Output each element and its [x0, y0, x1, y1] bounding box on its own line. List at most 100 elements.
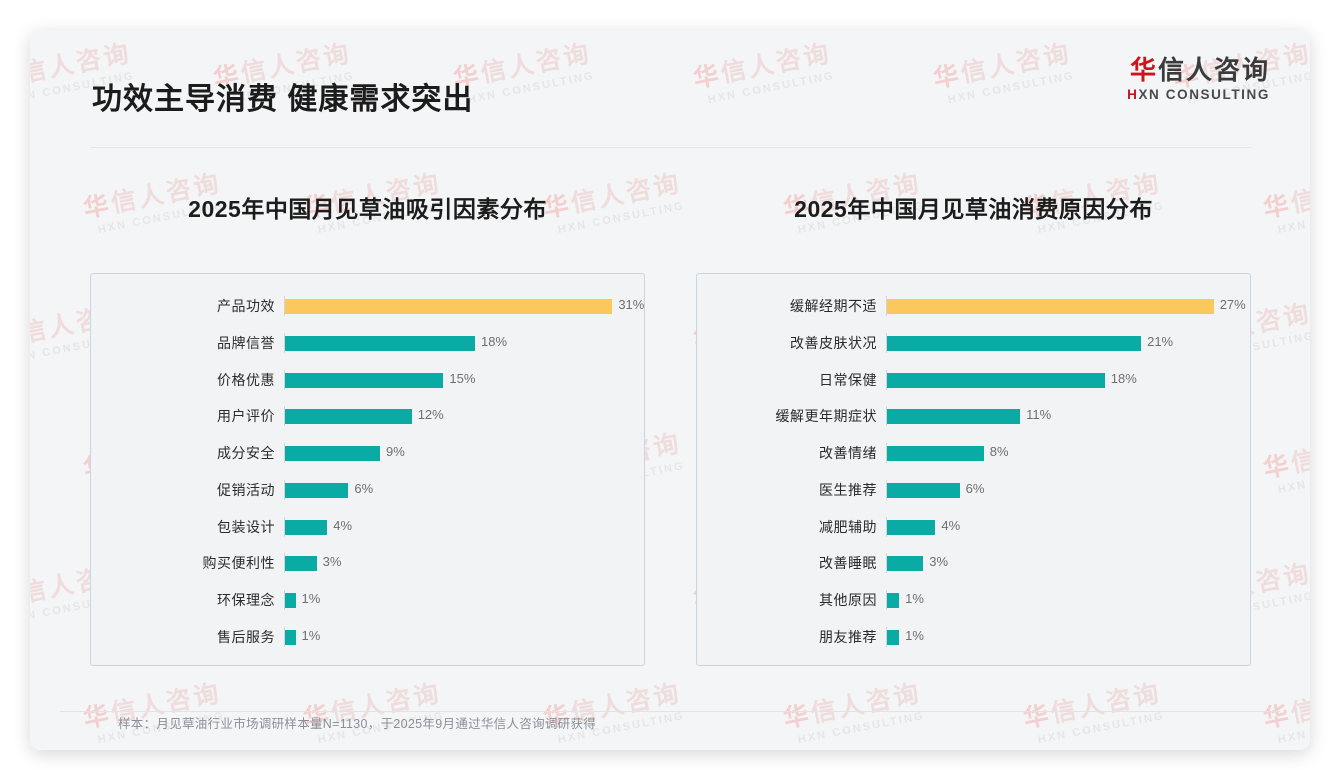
- chart-title-right: 2025年中国月见草油消费原因分布: [794, 196, 1153, 222]
- bar-value-label: 11%: [1026, 407, 1052, 423]
- bar-fill: [887, 593, 900, 609]
- bar-value-label: 9%: [386, 444, 405, 460]
- bar-category-label: 缓解经期不适: [790, 298, 877, 314]
- bar-value-label: 1%: [301, 591, 321, 607]
- bar-category-label: 品牌信誉: [217, 334, 275, 351]
- bar-track: 12%: [284, 406, 644, 427]
- bar-track: 8%: [886, 443, 1250, 464]
- bar-track: 3%: [284, 553, 644, 574]
- bar-category-label: 医生推荐: [819, 481, 877, 498]
- chart-panel-right: 2025年中国月见草油消费原因分布 缓解经期不适 27% 改善皮肤状况 21% 日常保健…: [696, 170, 1251, 680]
- bar-track: 1%: [284, 590, 644, 611]
- bar-fill: [285, 593, 296, 609]
- bar-value-label: 6%: [354, 480, 374, 496]
- sample-note: 样本：月见草油行业市场调研样本量N=1130，于2025年9月通过华信人咨询调研…: [118, 717, 597, 731]
- bar-row: 减肥辅助 4%: [697, 516, 1250, 537]
- bar-row: 品牌信誉 18%: [91, 332, 644, 353]
- watermark-accent-char: 华: [1261, 700, 1294, 734]
- bar-row: 环保理念 1%: [91, 590, 644, 611]
- bar-value-label: 27%: [1219, 297, 1246, 312]
- bar-category-label: 价格优惠: [217, 371, 275, 388]
- slide-header: 功效主导消费 健康需求突出 华信人咨询 HXN CONSULTING: [30, 30, 1310, 122]
- bar-row: 促销活动 6%: [91, 479, 644, 500]
- chart-panel-left: 2025年中国月见草油吸引因素分布 产品功效 31% 品牌信誉 18% 价格优惠 15% 用…: [90, 170, 645, 680]
- bar-value-label: 4%: [333, 517, 353, 533]
- title-divider: [90, 147, 1252, 148]
- bar-fill: [285, 335, 476, 351]
- bar-track: 1%: [284, 626, 644, 647]
- bar-list-left: 产品功效 31% 品牌信誉 18% 价格优惠 15% 用户评价 12% 成分安全 9% 促销活动 6%…: [91, 296, 644, 647]
- bar-value-label: 6%: [965, 480, 985, 496]
- watermark-english: HXN CONSULTING: [1036, 709, 1166, 747]
- page-title: 功效主导消费 健康需求突出: [92, 83, 474, 116]
- bar-value-label: 18%: [1110, 370, 1137, 386]
- logo-en-accent-char: H: [1127, 87, 1139, 103]
- bar-track: 6%: [284, 479, 644, 500]
- bar-category-label: 促销活动: [217, 481, 275, 498]
- bar-track: 3%: [886, 553, 1250, 574]
- bar-category-label: 其他原因: [819, 592, 877, 609]
- bar-row: 缓解经期不适 27%: [697, 296, 1250, 316]
- bar-row: 价格优惠 15%: [91, 369, 644, 390]
- bar-fill: [887, 446, 984, 462]
- bar-category-label: 朋友推荐: [819, 628, 877, 645]
- bar-track: 18%: [284, 332, 644, 353]
- bar-value-label: 8%: [989, 444, 1009, 460]
- bar-fill: [887, 372, 1105, 388]
- bar-category-label: 成分安全: [217, 445, 275, 462]
- bar-row: 朋友推荐 1%: [697, 626, 1250, 647]
- bar-fill: [285, 519, 328, 535]
- bar-value-label: 3%: [322, 554, 342, 570]
- bar-fill: [887, 299, 1214, 314]
- bar-value-label: 4%: [941, 517, 961, 533]
- bar-fill: [887, 409, 1021, 425]
- bar-value-label: 12%: [417, 407, 444, 423]
- bar-row: 改善皮肤状况 21%: [697, 332, 1250, 353]
- bar-value-label: 1%: [905, 627, 924, 643]
- logo-accent-char: 华: [1129, 55, 1158, 85]
- bar-row: 售后服务 1%: [91, 626, 644, 647]
- bar-value-label: 18%: [481, 333, 508, 349]
- bar-track: 1%: [886, 590, 1250, 611]
- charts-area: 2025年中国月见草油吸引因素分布 产品功效 31% 品牌信誉 18% 价格优惠 15% 用…: [30, 170, 1310, 680]
- bar-row: 成分安全 9%: [91, 443, 644, 464]
- logo-en-rest: XN CONSULTING: [1138, 87, 1270, 103]
- bar-category-label: 购买便利性: [202, 555, 275, 572]
- watermark-english: HXN CONSULTING: [1276, 710, 1310, 747]
- bar-row: 用户评价 12%: [91, 406, 644, 427]
- bar-category-label: 减肥辅助: [819, 518, 877, 535]
- bar-category-label: 包装设计: [217, 518, 275, 535]
- bar-fill: [887, 482, 960, 498]
- bar-track: 1%: [886, 626, 1250, 647]
- bar-row: 产品功效 31%: [91, 296, 644, 316]
- bar-fill: [285, 299, 613, 314]
- bar-row: 购买便利性 3%: [91, 553, 644, 574]
- bar-value-label: 21%: [1147, 333, 1174, 349]
- bar-value-label: 3%: [929, 554, 949, 570]
- bar-value-label: 1%: [905, 591, 924, 607]
- bar-fill: [285, 372, 444, 388]
- bar-track: 18%: [886, 369, 1250, 390]
- bar-row: 改善睡眠 3%: [697, 553, 1250, 574]
- bar-track: 4%: [284, 516, 644, 537]
- watermark-accent-char: 华: [781, 700, 814, 734]
- chart-title-left: 2025年中国月见草油吸引因素分布: [188, 196, 547, 222]
- logo-chinese-text: 华信人咨询: [1127, 55, 1270, 85]
- bar-track: 21%: [886, 332, 1250, 353]
- watermark-accent-char: 华: [81, 700, 114, 734]
- chart-plot-frame-left: 产品功效 31% 品牌信誉 18% 价格优惠 15% 用户评价 12% 成分安全 9% 促销活动 6%…: [90, 273, 645, 666]
- bar-track: 27%: [886, 296, 1250, 316]
- bar-row: 医生推荐 6%: [697, 479, 1250, 500]
- bar-fill: [285, 482, 349, 498]
- bar-category-label: 改善情绪: [819, 445, 877, 462]
- bar-fill: [285, 446, 381, 462]
- bar-value-label: 1%: [301, 627, 321, 643]
- bar-category-label: 改善睡眠: [819, 555, 877, 572]
- watermark-chinese: 华信人咨询: [781, 679, 924, 734]
- bar-category-label: 环保理念: [217, 592, 275, 609]
- logo-english-text: HXN CONSULTING: [1127, 87, 1270, 102]
- company-logo: 华信人咨询 HXN CONSULTING: [1127, 55, 1270, 102]
- bar-fill: [887, 335, 1142, 351]
- bar-track: 9%: [284, 443, 644, 464]
